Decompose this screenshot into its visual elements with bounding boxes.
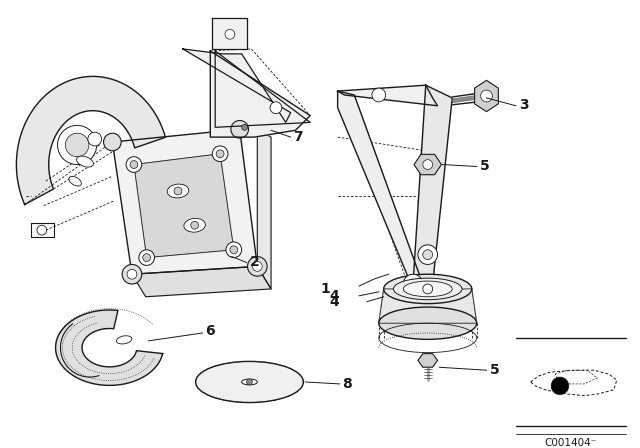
Text: 4: 4	[330, 289, 340, 303]
Text: 1: 1	[320, 282, 330, 296]
Polygon shape	[113, 129, 257, 274]
Circle shape	[216, 150, 224, 158]
Circle shape	[408, 279, 418, 289]
Text: 6: 6	[205, 324, 215, 338]
Polygon shape	[338, 85, 438, 106]
Circle shape	[403, 274, 423, 294]
Text: 3: 3	[519, 98, 529, 112]
Text: 8: 8	[342, 377, 352, 391]
Polygon shape	[475, 80, 499, 112]
Circle shape	[88, 132, 102, 146]
Ellipse shape	[167, 184, 189, 198]
Circle shape	[481, 90, 492, 102]
Ellipse shape	[242, 379, 257, 385]
Ellipse shape	[394, 278, 462, 300]
Text: 5: 5	[479, 159, 490, 173]
Circle shape	[212, 146, 228, 162]
Polygon shape	[257, 129, 271, 289]
Polygon shape	[183, 49, 291, 122]
Circle shape	[104, 133, 121, 151]
Circle shape	[423, 159, 433, 169]
Circle shape	[423, 250, 433, 259]
Circle shape	[139, 250, 154, 265]
Circle shape	[423, 284, 433, 294]
Polygon shape	[413, 85, 452, 284]
Ellipse shape	[383, 274, 472, 304]
Circle shape	[242, 125, 248, 130]
Circle shape	[126, 157, 141, 172]
Ellipse shape	[184, 218, 205, 232]
Ellipse shape	[196, 362, 303, 403]
Text: 2: 2	[250, 255, 259, 270]
Ellipse shape	[116, 336, 132, 344]
Text: C001404⁻: C001404⁻	[545, 438, 597, 448]
Circle shape	[130, 161, 138, 168]
Polygon shape	[134, 154, 234, 258]
Circle shape	[58, 125, 97, 164]
Polygon shape	[132, 267, 271, 297]
Circle shape	[372, 88, 386, 102]
Polygon shape	[414, 155, 442, 175]
Circle shape	[37, 225, 47, 235]
Polygon shape	[212, 17, 246, 49]
Circle shape	[418, 245, 438, 264]
Polygon shape	[418, 353, 438, 367]
Polygon shape	[379, 289, 477, 323]
Polygon shape	[17, 77, 165, 205]
Circle shape	[231, 121, 248, 138]
Ellipse shape	[379, 307, 477, 340]
Ellipse shape	[69, 177, 81, 186]
Circle shape	[191, 221, 198, 229]
Circle shape	[226, 242, 242, 258]
Ellipse shape	[403, 281, 452, 297]
Circle shape	[127, 269, 137, 279]
Polygon shape	[338, 91, 423, 289]
Text: 7: 7	[294, 130, 303, 144]
Text: 4: 4	[330, 295, 340, 309]
Ellipse shape	[77, 156, 93, 167]
Text: 5: 5	[490, 363, 499, 377]
Circle shape	[252, 262, 262, 271]
Polygon shape	[215, 51, 310, 127]
Circle shape	[65, 133, 89, 157]
Circle shape	[270, 102, 282, 114]
Circle shape	[174, 187, 182, 195]
Circle shape	[230, 246, 237, 254]
Circle shape	[551, 377, 569, 395]
Circle shape	[122, 264, 141, 284]
Circle shape	[246, 379, 252, 385]
Circle shape	[248, 257, 267, 276]
Circle shape	[225, 30, 235, 39]
Polygon shape	[211, 51, 310, 137]
Circle shape	[143, 254, 150, 262]
Polygon shape	[56, 310, 163, 385]
